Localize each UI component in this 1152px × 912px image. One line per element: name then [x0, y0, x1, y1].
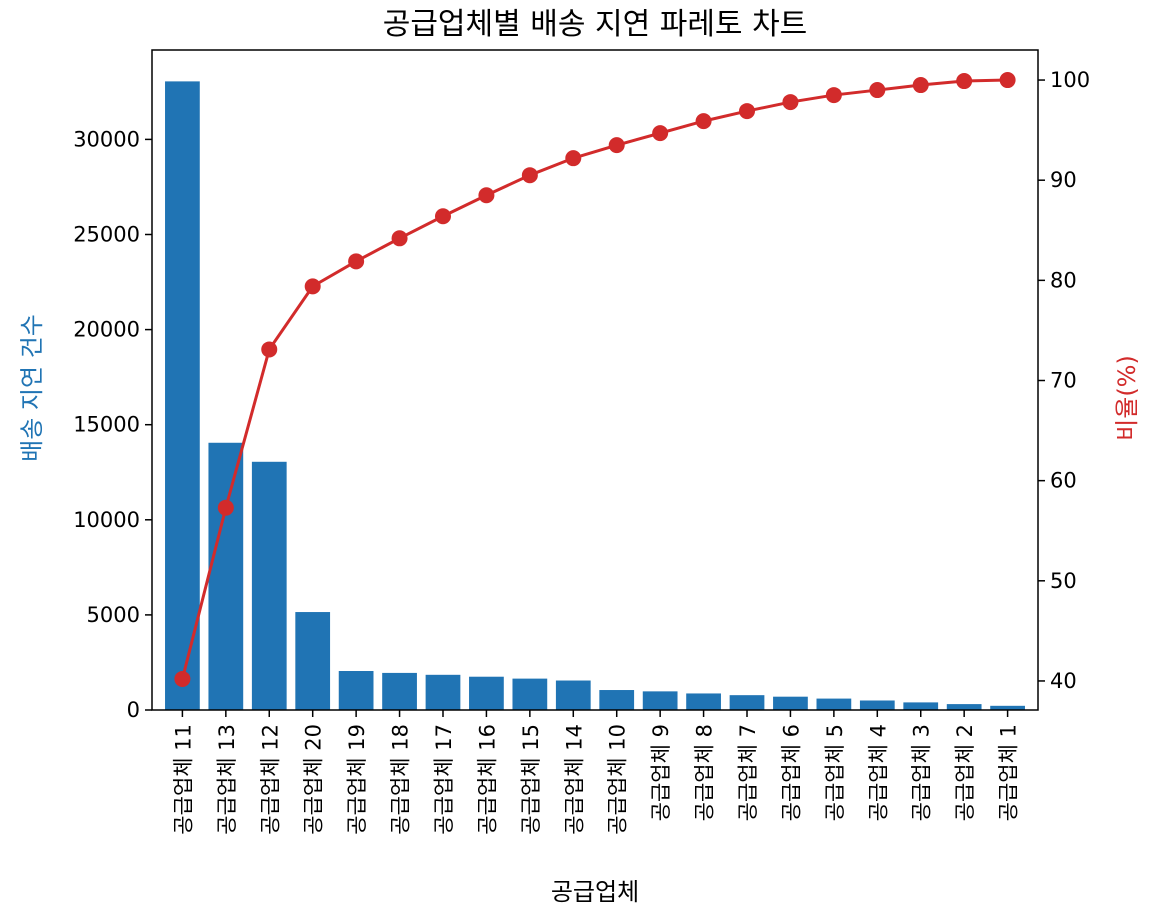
y-tick-label: 25000 — [73, 222, 140, 246]
y2-tick-label: 40 — [1050, 669, 1077, 693]
chart-title: 공급업체별 배송 지연 파레토 차트 — [383, 7, 808, 42]
cumulative-point — [608, 137, 625, 154]
bar — [686, 693, 721, 710]
cumulative-point — [739, 103, 756, 120]
x-tick-label: 공급업체 15 — [519, 724, 543, 835]
x-tick-label: 공급업체 20 — [302, 724, 326, 835]
cumulative-point — [174, 670, 191, 687]
y-tick-label: 10000 — [73, 508, 140, 532]
x-tick-label: 공급업체 3 — [910, 724, 934, 821]
cumulative-line — [180, 78, 1008, 680]
x-tick-label: 공급업체 12 — [258, 724, 282, 835]
bar — [729, 695, 765, 710]
y-axis-label: 배송 지연 건수 — [18, 314, 46, 462]
y2-tick-label: 70 — [1050, 369, 1077, 393]
bar-series — [165, 81, 1025, 710]
cumulative-point — [565, 150, 582, 167]
cumulative-point — [652, 125, 669, 142]
x-tick-label: 공급업체 4 — [866, 724, 890, 821]
x-tick-label: 공급업체 10 — [606, 724, 630, 835]
x-tick-label: 공급업체 2 — [953, 724, 977, 821]
bar — [165, 81, 200, 710]
x-tick-label: 공급업체 9 — [649, 724, 673, 821]
cumulative-point — [348, 253, 365, 270]
y2-tick-label: 100 — [1050, 68, 1090, 92]
cumulative-point — [999, 72, 1016, 89]
y-tick-label: 30000 — [73, 127, 140, 151]
y-tick-label: 20000 — [73, 318, 140, 342]
x-tick-label: 공급업체 5 — [823, 724, 847, 821]
cumulative-point — [434, 208, 451, 225]
y2-tick-label: 80 — [1050, 268, 1077, 292]
cumulative-point — [695, 113, 712, 130]
cumulative-point — [521, 167, 538, 184]
x-tick-label: 공급업체 6 — [779, 724, 803, 821]
x-tick-label: 공급업체 18 — [389, 724, 413, 835]
axes: 0 5000 10000 15000 20000 25000 30000 40 50 60 70 80… — [73, 49, 1090, 835]
bar — [816, 698, 852, 710]
y2-tick-label: 50 — [1050, 569, 1077, 593]
bar — [295, 612, 331, 710]
x-tick-label: 공급업체 11 — [171, 724, 195, 835]
bar — [903, 702, 939, 710]
bar — [642, 691, 678, 710]
bar — [208, 442, 244, 710]
bar — [469, 676, 504, 710]
cumulative-point — [782, 94, 799, 111]
cumulative-point — [869, 82, 886, 99]
x-tick-label: 공급업체 16 — [475, 724, 499, 835]
cumulative-point — [956, 73, 973, 90]
cumulative-point — [217, 499, 234, 516]
y2-tick-label: 60 — [1050, 469, 1077, 493]
cumulative-point — [825, 87, 842, 104]
y-tick-label: 0 — [127, 698, 140, 722]
bar — [251, 461, 287, 710]
x-tick-label: 공급업체 17 — [432, 724, 456, 835]
bar — [555, 680, 591, 710]
cumulative-point — [478, 187, 495, 204]
y-tick-label: 15000 — [73, 413, 140, 437]
bar — [382, 672, 417, 710]
bar — [338, 671, 374, 710]
bar — [599, 690, 635, 710]
bar — [990, 705, 1025, 710]
cumulative-point — [261, 341, 278, 358]
x-tick-label: 공급업체 14 — [562, 724, 586, 835]
x-tick-label: 공급업체 8 — [693, 724, 717, 821]
bar — [512, 678, 548, 710]
bar — [946, 704, 982, 710]
x-tick-label: 공급업체 13 — [215, 724, 239, 835]
y2-axis-label: 비율(%) — [1113, 355, 1141, 441]
cumulative-point — [912, 77, 929, 94]
y-tick-label: 5000 — [87, 603, 140, 627]
y2-tick-label: 90 — [1050, 168, 1077, 192]
x-tick-label: 공급업체 19 — [345, 724, 369, 835]
x-axis-label: 공급업체 — [551, 878, 639, 906]
x-tick-label: 공급업체 7 — [736, 724, 760, 821]
bar — [773, 696, 808, 710]
x-tick-label: 공급업체 1 — [997, 724, 1021, 821]
cumulative-point — [391, 230, 408, 247]
cumulative-point — [304, 278, 321, 295]
bar — [859, 700, 895, 710]
bar — [425, 674, 461, 710]
cumulative-line-series — [174, 72, 1016, 687]
